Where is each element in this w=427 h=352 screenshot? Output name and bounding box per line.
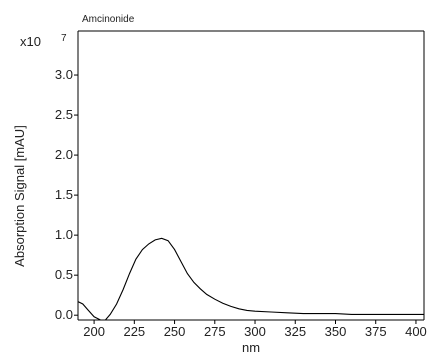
y-axis-label: Absorption Signal [mAU] [12, 125, 27, 267]
y-tick-label: 1.5 [55, 187, 73, 202]
x-ticks: 200 225 250 275 300 325 350 375 400 [83, 320, 427, 339]
y-multiplier-label: x10 [20, 34, 41, 49]
y-tick-label: 2.5 [55, 107, 73, 122]
x-tick-label: 225 [123, 324, 145, 339]
x-tick-label: 375 [365, 324, 387, 339]
x-tick-label: 350 [325, 324, 347, 339]
x-tick-label: 200 [83, 324, 105, 339]
x-tick-label: 250 [164, 324, 186, 339]
x-tick-label: 300 [244, 324, 266, 339]
y-tick-label: 2.0 [55, 147, 73, 162]
absorption-series-line [77, 237, 424, 321]
x-tick-label: 400 [405, 324, 427, 339]
x-tick-label: 275 [204, 324, 226, 339]
y-ticks: 0.0 0.5 1.0 1.5 2.0 2.5 3.0 [55, 67, 78, 322]
y-tick-label: 0.5 [55, 267, 73, 282]
y-tick-label: 3.0 [55, 67, 73, 82]
chart-title: Amcinonide [82, 14, 135, 25]
x-axis-label: nm [242, 340, 260, 352]
y-tick-label: 0.0 [55, 307, 73, 322]
y-tick-label: 1.0 [55, 227, 73, 242]
y-multiplier-exponent: 7 [61, 33, 67, 44]
x-tick-label: 325 [284, 324, 306, 339]
